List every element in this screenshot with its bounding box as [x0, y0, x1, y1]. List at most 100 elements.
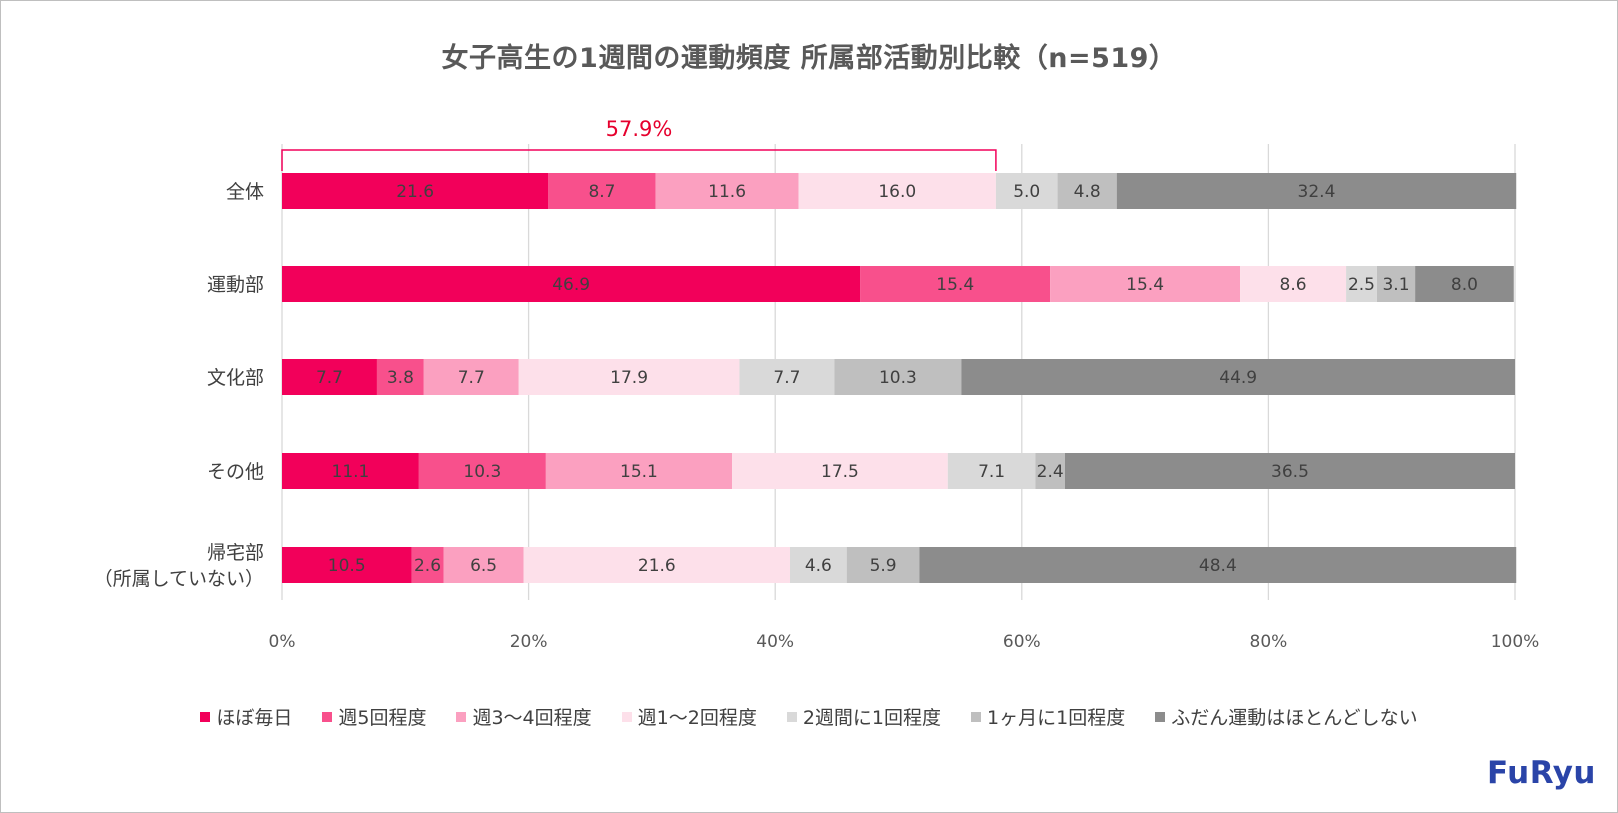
x-tick-label: 100%: [1491, 632, 1540, 652]
data-label: 44.9: [1219, 368, 1257, 388]
x-tick-label: 20%: [510, 632, 548, 652]
bar-segment: [376, 359, 424, 395]
category-label: （所属していない）: [94, 568, 264, 590]
legend-item: 週1～2回程度: [621, 703, 757, 730]
bar-segment: [282, 547, 412, 583]
data-label: 2.6: [414, 556, 441, 576]
bar-segment: [1415, 266, 1514, 302]
bar-segment: [834, 359, 962, 395]
data-label: 8.6: [1280, 275, 1307, 295]
legend-item: 1ヶ月に1回程度: [971, 703, 1125, 730]
data-label: 8.0: [1451, 275, 1478, 295]
legend-item: ふだん運動はほとんどしない: [1155, 703, 1418, 730]
data-label: 10.3: [879, 368, 917, 388]
bar-segment: [548, 173, 656, 209]
bar-segment: [919, 547, 1517, 583]
data-label: 21.6: [638, 556, 676, 576]
chart-title: 女子高生の1週間の運動頻度 所属部活動別比較（n=519）: [441, 43, 1177, 74]
legend-label: 1ヶ月に1回程度: [987, 707, 1126, 729]
legend-item: 週3～4回程度: [456, 703, 592, 730]
data-label: 17.5: [821, 462, 859, 482]
bar-segment: [523, 547, 790, 583]
bar-segment: [282, 359, 377, 395]
bar-segment: [1064, 453, 1515, 489]
data-label: 15.4: [1126, 275, 1164, 295]
bar-segment: [418, 453, 546, 489]
data-label: 4.6: [805, 556, 832, 576]
legend-label: 週5回程度: [338, 707, 427, 729]
data-label: 17.9: [610, 368, 648, 388]
data-label: 11.1: [332, 462, 370, 482]
legend-swatch: [971, 711, 982, 722]
bar-segment: [282, 453, 419, 489]
category-label: 帰宅部: [207, 542, 264, 564]
legend-swatch: [200, 711, 211, 722]
data-label: 2.5: [1348, 275, 1375, 295]
data-label: 7.7: [458, 368, 485, 388]
legend-label: 週3～4回程度: [472, 707, 592, 729]
legend-swatch: [322, 711, 333, 722]
category-label: 全体: [226, 181, 264, 203]
bar-segment: [846, 547, 920, 583]
legend-label: 週1～2回程度: [637, 707, 757, 729]
bar-segment: [655, 173, 799, 209]
data-label: 2.4: [1037, 462, 1064, 482]
bar-segment: [1376, 266, 1416, 302]
data-label: 48.4: [1199, 556, 1237, 576]
bar-segment: [1050, 266, 1241, 302]
legend-label: ふだん運動はほとんどしない: [1171, 707, 1418, 729]
bar-segment: [282, 266, 861, 302]
bar-segment: [1035, 453, 1065, 489]
category-label: 運動部: [207, 274, 264, 296]
bar-segment: [1057, 173, 1117, 209]
data-label: 15.4: [936, 275, 974, 295]
data-label: 6.5: [470, 556, 497, 576]
bar-segment: [1346, 266, 1377, 302]
bar-segment: [411, 547, 444, 583]
legend-swatch: [621, 711, 632, 722]
bar-segment: [282, 173, 549, 209]
category-label: その他: [207, 461, 264, 483]
bar-segment: [443, 547, 524, 583]
bar-segment: [947, 453, 1036, 489]
legend-item: 週5回程度: [322, 703, 426, 730]
category-label: 文化部: [207, 367, 264, 389]
data-label: 15.1: [620, 462, 658, 482]
bar-segment: [732, 453, 948, 489]
data-label: 5.0: [1013, 182, 1040, 202]
bar-segment: [789, 547, 847, 583]
bar-segment: [961, 359, 1515, 395]
data-label: 3.1: [1382, 275, 1409, 295]
bar-segment: [1116, 173, 1517, 209]
bar-segment: [995, 173, 1058, 209]
bar-segment: [423, 359, 519, 395]
legend-swatch: [786, 711, 797, 722]
bracket-line: [281, 149, 997, 171]
x-tick-label: 80%: [1250, 632, 1288, 652]
bar-segment: [545, 453, 733, 489]
legend-item: 2週間に1回程度: [786, 703, 942, 730]
legend-label: 2週間に1回程度: [802, 707, 942, 729]
x-tick-label: 60%: [1003, 632, 1041, 652]
data-label: 7.7: [773, 368, 800, 388]
data-label: 4.8: [1074, 182, 1101, 202]
data-label: 36.5: [1271, 462, 1309, 482]
legend-label: ほぼ毎日: [216, 707, 293, 729]
bar-segment: [798, 173, 996, 209]
bracket-label: 57.9%: [606, 117, 673, 141]
legend-swatch: [1155, 711, 1166, 722]
bar-segment: [739, 359, 835, 395]
data-label: 32.4: [1298, 182, 1336, 202]
data-label: 16.0: [878, 182, 916, 202]
data-label: 7.1: [978, 462, 1005, 482]
data-label: 10.5: [328, 556, 366, 576]
data-label: 7.7: [316, 368, 343, 388]
data-label: 5.9: [870, 556, 897, 576]
x-tick-label: 40%: [756, 632, 794, 652]
furyu-logo: FuRyu: [1487, 755, 1596, 791]
data-label: 3.8: [387, 368, 414, 388]
legend-item: ほぼ毎日: [200, 703, 292, 730]
bar-segment: [1240, 266, 1347, 302]
